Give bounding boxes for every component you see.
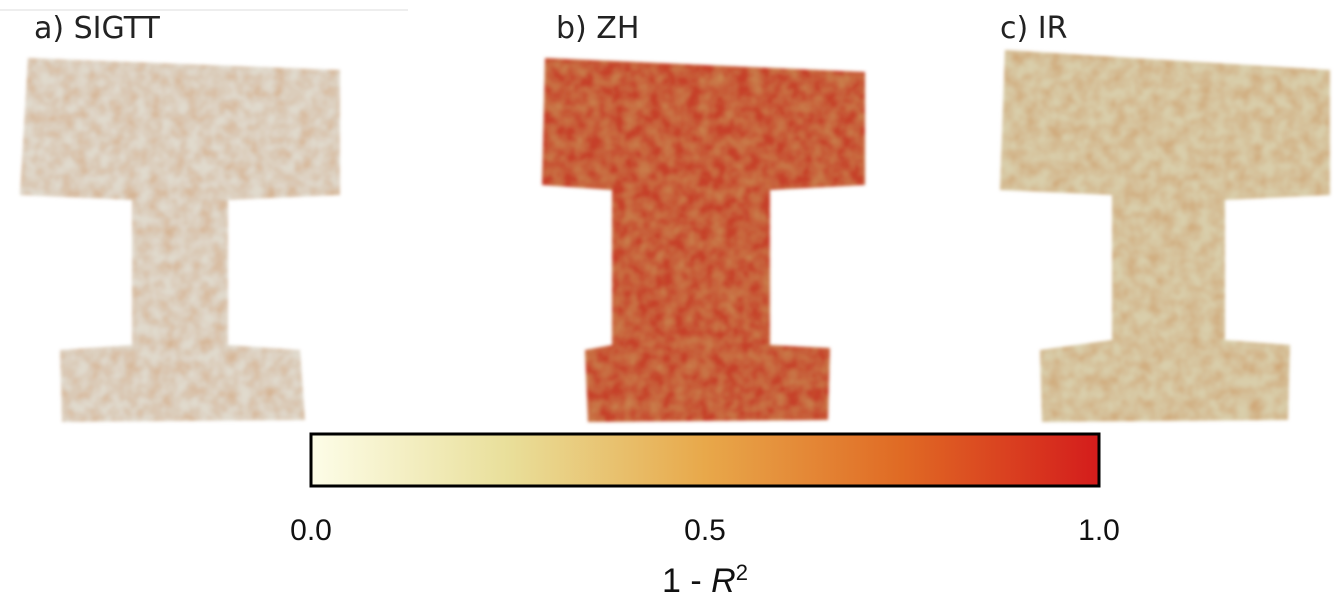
figure: a) SIGTT b) ZH c) IR 0.0 0.5 1.0 1 - R2 <box>0 0 1341 603</box>
colorbar-tick-label: 0.0 <box>290 514 332 547</box>
colorbar-tick-label: 0.5 <box>684 514 726 547</box>
t-render-sigtt <box>20 58 340 422</box>
colorbar-label: 1 - R2 <box>662 560 748 600</box>
t-render-ir <box>1000 50 1330 422</box>
label-prefix: 1 - <box>662 562 711 600</box>
panel-label: b) ZH <box>556 11 639 46</box>
colorbar <box>311 434 1099 486</box>
t-render-zh <box>542 58 865 422</box>
panel-label: a) SIGTT <box>34 11 160 46</box>
colorbar-tick-label: 1.0 <box>1078 514 1120 547</box>
panel-label: c) IR <box>1000 11 1067 46</box>
label-exponent: 2 <box>736 560 748 585</box>
label-symbol: R <box>711 562 736 600</box>
